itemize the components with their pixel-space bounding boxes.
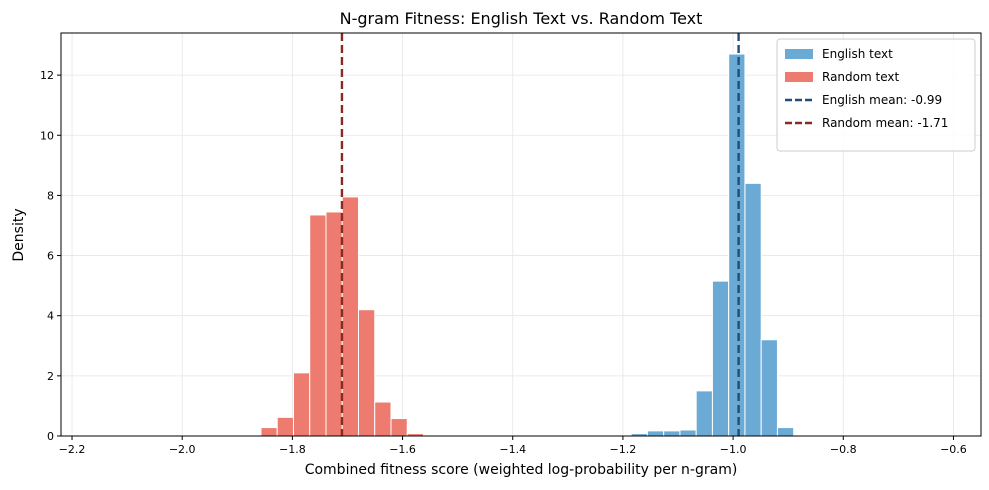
random-bar [341,196,359,437]
english-bar [646,430,665,437]
y-tick-label: 12 [40,69,54,82]
y-tick-label: 6 [47,250,54,263]
random-bar [325,211,343,437]
y-tick-label: 10 [40,129,54,142]
legend-label: Random text [822,70,899,84]
x-tick-label: −1.2 [610,443,637,456]
random-bar [390,418,408,437]
x-tick-label: −2.0 [169,443,196,456]
legend: English text Random text English mean: -0.… [776,38,976,152]
random-bar [276,416,294,437]
legend-label: English mean: -0.99 [822,93,942,107]
x-tick-label: −0.8 [830,443,857,456]
x-tick-label: −0.6 [940,443,967,456]
legend-swatch [785,72,813,82]
english-bar [776,427,795,437]
x-axis-title: Combined fitness score (weighted log-pro… [305,462,738,478]
x-tick-label: −1.0 [720,443,747,456]
legend-box [776,38,976,152]
y-tick-label: 4 [47,310,54,323]
english-bar [744,182,762,437]
chart-title: N-gram Fitness: English Text vs. Random … [340,9,703,28]
y-tick-label: 0 [47,430,54,443]
random-bar [357,309,376,437]
english-bar [711,280,730,437]
english-bar [728,53,746,437]
legend-label: English text [822,47,893,61]
random-bar [292,372,311,437]
y-tick-label: 8 [47,189,54,202]
english-bar [695,390,713,437]
legend-swatch [785,49,813,59]
x-tick-label: −1.4 [499,443,526,456]
random-bar [260,427,278,437]
y-axis-title: Density [11,208,27,261]
y-tick-label: 2 [47,370,54,383]
english-bar [663,430,681,437]
english-bar [679,429,697,437]
random-bar [309,214,327,437]
legend-label: Random mean: -1.71 [822,116,948,130]
random-bar [374,401,392,437]
plot-area: −2.2 −2.0 −1.8 −1.6 −1.4 −1.2 −1.0 −0.8 −0.6 0 2 4 6… [40,32,982,456]
x-tick-label: −2.2 [59,443,86,456]
axes-frame [60,32,982,437]
english-bar [760,339,778,437]
x-tick-label: −1.8 [279,443,306,456]
x-tick-label: −1.6 [389,443,416,456]
